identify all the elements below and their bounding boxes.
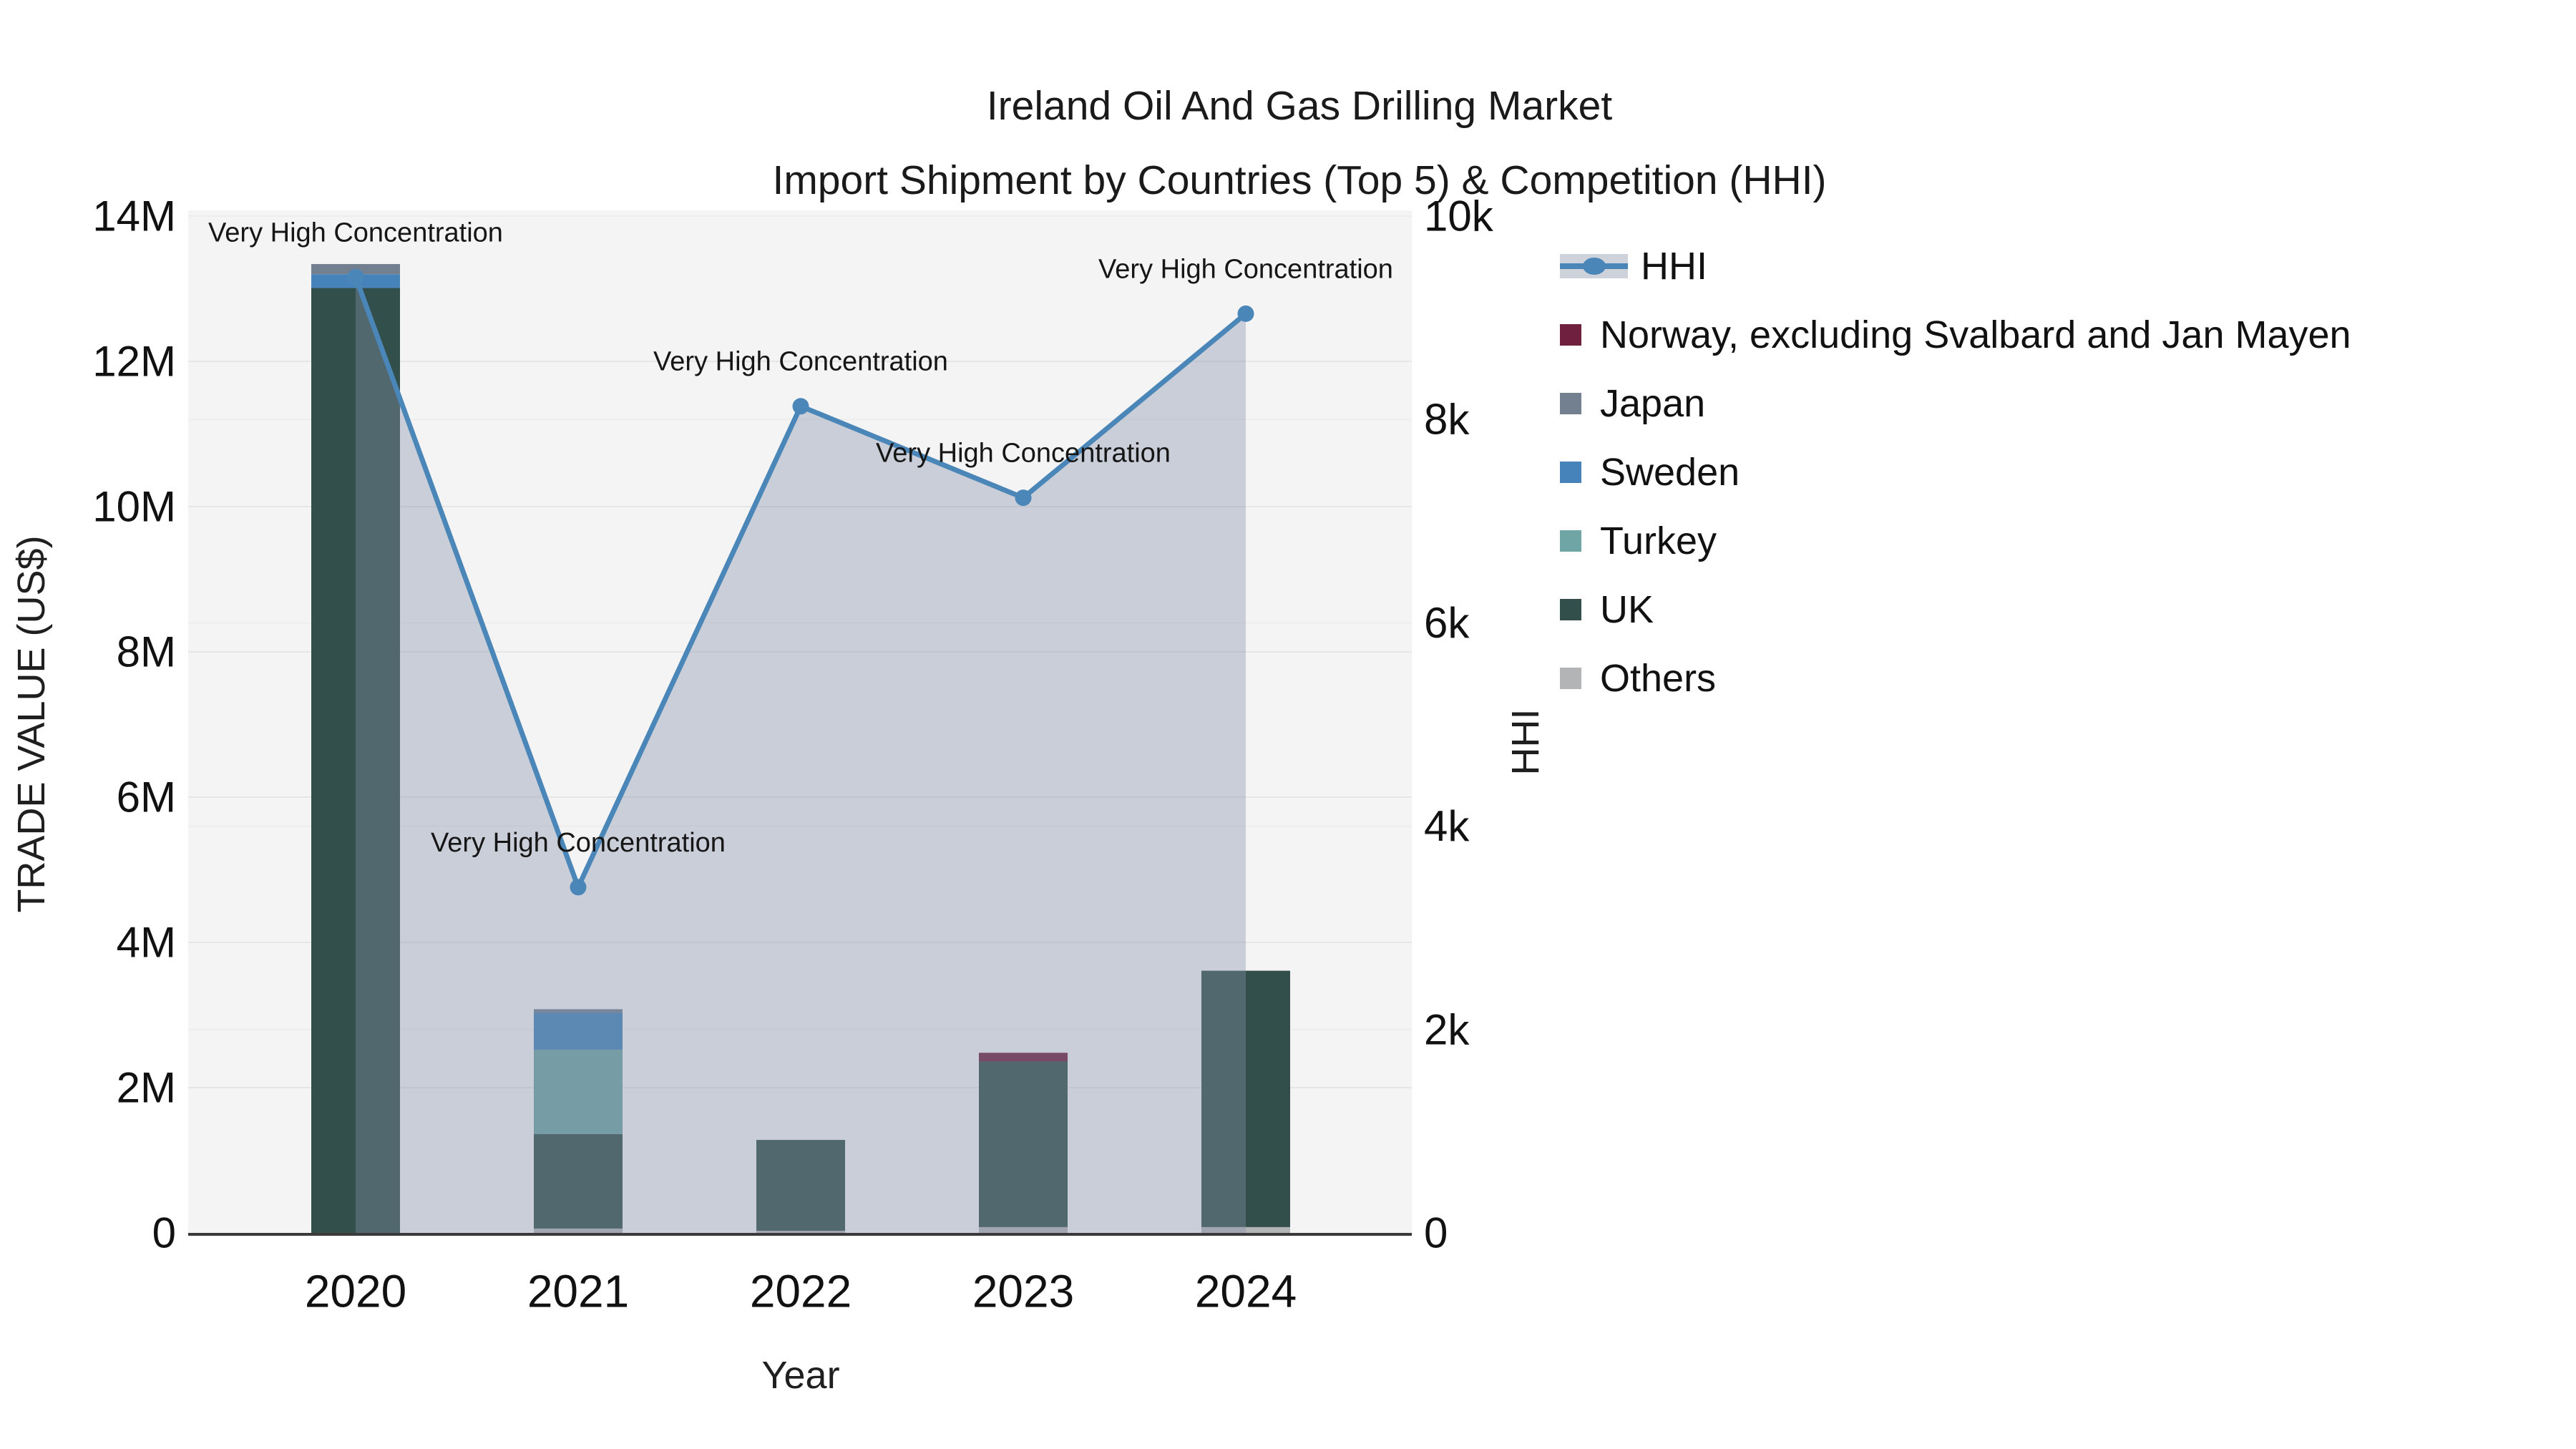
left-axis-title: TRADE VALUE (US$) [10, 535, 53, 913]
bar-segment-2021-turkey[interactable] [534, 1050, 623, 1134]
legend-label: Others [1600, 657, 1717, 700]
hhi-marker-2023[interactable] [1015, 489, 1032, 507]
x-tick-2022: 2022 [750, 1265, 852, 1317]
hhi-marker-2020[interactable] [347, 268, 364, 286]
x-tick-2023: 2023 [972, 1265, 1074, 1317]
legend-label: HHI [1641, 245, 1707, 288]
left-tick-0: 0 [152, 1209, 176, 1257]
x-tick-2024: 2024 [1195, 1265, 1297, 1317]
annotation-2022: Very High Concentration [653, 347, 948, 377]
legend-label: UK [1600, 588, 1654, 631]
left-tick-10M: 10M [92, 483, 176, 531]
bar-segment-2021-sweden[interactable] [534, 1013, 623, 1050]
legend-item-japan[interactable]: Japan [1560, 369, 2351, 438]
bar-segment-2021-uk[interactable] [534, 1133, 623, 1229]
left-tick-8M: 8M [117, 628, 176, 676]
legend-swatch-icon [1560, 530, 1581, 552]
hhi-line-sample-icon [1560, 254, 1628, 278]
chart-title-line2: Import Shipment by Countries (Top 5) & C… [772, 157, 1827, 203]
left-tick-6M: 6M [117, 774, 176, 821]
bar-segment-2023-uk[interactable] [979, 1061, 1068, 1227]
left-tick-14M: 14M [92, 192, 176, 240]
chart-title-line1: Ireland Oil And Gas Drilling Market [986, 83, 1613, 129]
bar-segment-2023-norway[interactable] [979, 1053, 1068, 1062]
bar-segment-2022-others[interactable] [756, 1230, 845, 1233]
left-tick-12M: 12M [92, 338, 176, 386]
annotation-2021: Very High Concentration [431, 828, 726, 858]
left-tick-2M: 2M [117, 1064, 176, 1112]
left-tick-4M: 4M [117, 919, 176, 967]
right-tick-0: 0 [1424, 1209, 1448, 1257]
hhi-marker-2021[interactable] [570, 879, 587, 896]
legend-label: Japan [1600, 382, 1706, 425]
legend-swatch-icon [1560, 668, 1581, 689]
hhi-sample-marker [1582, 258, 1606, 275]
right-tick-10k: 10k [1424, 192, 1494, 240]
right-tick-6k: 6k [1424, 599, 1470, 647]
legend-swatch-icon [1560, 599, 1581, 620]
legend-item-turkey[interactable]: Turkey [1560, 507, 2351, 575]
right-tick-4k: 4k [1424, 802, 1470, 850]
chart-title: Ireland Oil And Gas Drilling Market Impo… [772, 69, 1826, 218]
legend-item-norway[interactable]: Norway, excluding Svalbard and Jan Mayen [1560, 301, 2351, 369]
legend-item-uk[interactable]: UK [1560, 575, 2351, 644]
right-tick-8k: 8k [1424, 396, 1470, 444]
legend-item-hhi[interactable]: HHI [1560, 232, 2351, 301]
legend-label: Turkey [1600, 519, 1717, 562]
bar-segment-2021-japan[interactable] [534, 1009, 623, 1013]
bar-segment-2023-others[interactable] [979, 1226, 1068, 1233]
legend: HHI Norway, excluding Svalbard and Jan Ma… [1560, 232, 2351, 713]
legend-item-sweden[interactable]: Sweden [1560, 438, 2351, 507]
x-tick-2020: 2020 [305, 1265, 406, 1317]
hhi-area-fill [356, 277, 1246, 1233]
x-axis-line [188, 1233, 1412, 1236]
bar-segment-2024-uk[interactable] [1201, 970, 1290, 1227]
bar-segment-2022-uk[interactable] [756, 1140, 845, 1231]
legend-label: Norway, excluding Svalbard and Jan Mayen [1600, 313, 2351, 356]
bar-segment-2021-others[interactable] [534, 1228, 623, 1233]
x-axis-title: Year [761, 1354, 840, 1397]
legend-label: Sweden [1600, 451, 1740, 494]
legend-swatch-icon [1560, 462, 1581, 483]
annotation-2023: Very High Concentration [876, 439, 1171, 469]
hhi-marker-2022[interactable] [792, 398, 809, 415]
legend-swatch-icon [1560, 324, 1581, 346]
annotation-2020: Very High Concentration [208, 218, 503, 248]
legend-swatch-icon [1560, 393, 1581, 414]
x-tick-2021: 2021 [527, 1265, 629, 1317]
bar-segment-2020-uk[interactable] [311, 288, 400, 1233]
hhi-marker-2024[interactable] [1237, 305, 1254, 322]
legend-item-others[interactable]: Others [1560, 644, 2351, 713]
annotation-2024: Very High Concentration [1098, 254, 1393, 284]
bar-segment-2024-others[interactable] [1201, 1226, 1290, 1233]
right-tick-2k: 2k [1424, 1005, 1470, 1053]
right-axis-title: HHI [1504, 708, 1547, 776]
